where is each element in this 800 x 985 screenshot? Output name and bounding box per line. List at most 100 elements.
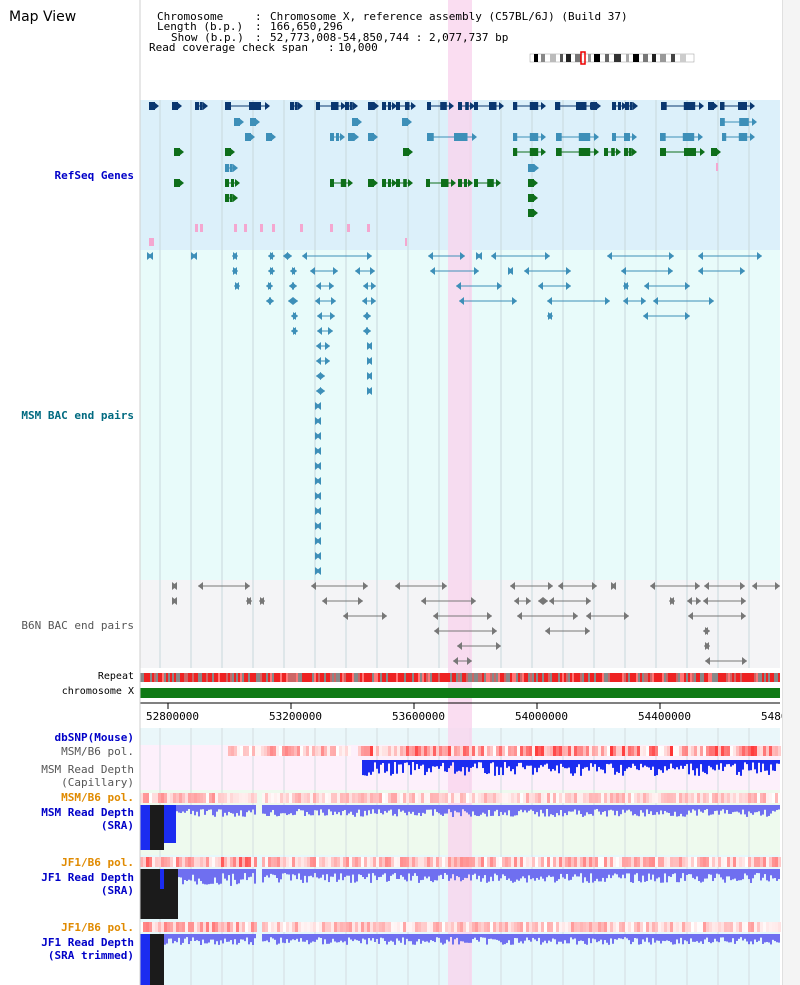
read-depth-bar <box>400 760 402 765</box>
polymorphism-cell <box>242 793 245 803</box>
polymorphism-cell <box>631 746 634 756</box>
read-depth-bar <box>230 934 232 941</box>
bac-end-left <box>644 282 649 290</box>
read-depth-bar <box>412 805 414 812</box>
polymorphism-cell <box>227 857 230 867</box>
repeat-element <box>250 673 252 682</box>
read-depth-bar <box>742 869 744 880</box>
bac-end-left <box>355 267 360 275</box>
track-label-jf1-pol-1[interactable]: JF1/B6 pol. <box>61 856 134 869</box>
read-depth-bar <box>394 805 396 814</box>
read-depth-bar <box>612 760 614 768</box>
track-label-msm-depth-sra-1[interactable]: MSM Read Depth <box>41 806 134 819</box>
snp-marker <box>244 224 247 232</box>
track-label-msm-bac[interactable]: MSM BAC end pairs <box>21 409 134 422</box>
polymorphism-cell <box>763 746 766 756</box>
read-depth-bar <box>662 869 664 883</box>
polymorphism-cell <box>517 922 520 932</box>
polymorphism-cell <box>475 793 478 803</box>
read-depth-bar <box>560 805 562 811</box>
polymorphism-cell <box>478 793 481 803</box>
read-depth-bar <box>602 805 604 812</box>
polymorphism-cell <box>265 922 268 932</box>
polymorphism-cell <box>538 793 541 803</box>
read-depth-bar <box>460 869 462 882</box>
vertical-scrollbar[interactable] <box>782 0 800 985</box>
read-depth-bar <box>770 805 772 814</box>
track-label-jf1-depth-trim-1[interactable]: JF1 Read Depth <box>41 936 134 949</box>
polymorphism-cell <box>667 922 670 932</box>
gene-strand-arrow <box>233 194 238 202</box>
repeat-element <box>258 673 260 682</box>
polymorphism-cell <box>502 922 505 932</box>
read-depth-bar <box>424 934 426 942</box>
read-depth-bar <box>546 760 548 764</box>
bac-end-right <box>566 267 571 275</box>
polymorphism-cell <box>324 746 327 756</box>
gene-strand-arrow <box>451 179 456 187</box>
repeat-element <box>578 673 580 682</box>
read-depth-bar <box>312 934 314 942</box>
polymorphism-cell <box>170 857 173 867</box>
read-depth-bar <box>532 805 534 811</box>
bac-end-left <box>316 357 321 365</box>
repeat-element <box>776 673 778 682</box>
read-depth-bar <box>736 805 738 812</box>
track-label-msm-pol-1[interactable]: MSM/B6 pol. <box>61 745 134 758</box>
repeat-element <box>196 673 198 682</box>
gene-exon <box>474 179 478 187</box>
read-depth-bar <box>272 805 274 810</box>
read-depth-bar <box>678 760 680 770</box>
polymorphism-cell <box>460 746 463 756</box>
polymorphism-cell <box>364 746 367 756</box>
polymorphism-cell <box>227 793 230 803</box>
read-depth-bar <box>490 805 492 816</box>
read-depth-bar <box>550 805 552 815</box>
gene-strand-arrow <box>699 102 704 110</box>
read-depth-bar <box>620 760 622 765</box>
polymorphism-cell <box>475 857 478 867</box>
polymorphism-cell <box>448 746 451 756</box>
read-depth-bar <box>624 760 626 772</box>
repeat-element <box>388 673 390 682</box>
read-depth-bar <box>370 805 372 814</box>
read-depth-bar <box>222 934 224 944</box>
read-depth-bar <box>766 760 768 771</box>
read-depth-bar <box>268 805 270 816</box>
repeat-element <box>626 673 628 682</box>
track-label-msm-pol-2[interactable]: MSM/B6 pol. <box>61 791 134 804</box>
track-label-jf1-depth-sra-1[interactable]: JF1 Read Depth <box>41 871 134 884</box>
polymorphism-cell <box>206 857 209 867</box>
read-depth-bar <box>712 869 714 882</box>
read-depth-bar <box>384 934 386 941</box>
read-depth-bar <box>484 760 486 774</box>
polymorphism-cell <box>694 857 697 867</box>
track-label-refseq[interactable]: RefSeq Genes <box>54 169 134 182</box>
bac-end-right <box>235 282 240 290</box>
bac-end-right <box>330 312 335 320</box>
polymorphism-cell <box>197 793 200 803</box>
track-label-msm-depth-cap-1[interactable]: MSM Read Depth <box>41 763 134 776</box>
read-depth-bar <box>254 934 256 939</box>
read-depth-bar <box>598 760 600 767</box>
polymorphism-cell <box>679 922 682 932</box>
read-depth-bar <box>738 869 740 881</box>
repeat-element <box>280 673 282 682</box>
polymorphism-cell <box>652 746 655 756</box>
polymorphism-cell <box>685 922 688 932</box>
repeat-element <box>344 673 346 682</box>
repeat-element <box>208 673 210 682</box>
polymorphism-cell <box>167 922 170 932</box>
read-depth-bar <box>298 934 300 942</box>
track-label-jf1-pol-2[interactable]: JF1/B6 pol. <box>61 921 134 934</box>
repeat-element <box>360 673 362 682</box>
repeat-element <box>514 673 516 682</box>
read-depth-bar <box>742 805 744 810</box>
track-label-b6n-bac[interactable]: B6N BAC end pairs <box>21 619 134 632</box>
track-label-dbsnp[interactable]: dbSNP(Mouse) <box>54 731 134 744</box>
bac-end-left <box>316 387 321 395</box>
polymorphism-cell <box>745 922 748 932</box>
polymorphism-cell <box>451 922 454 932</box>
bac-end-left <box>688 612 693 620</box>
